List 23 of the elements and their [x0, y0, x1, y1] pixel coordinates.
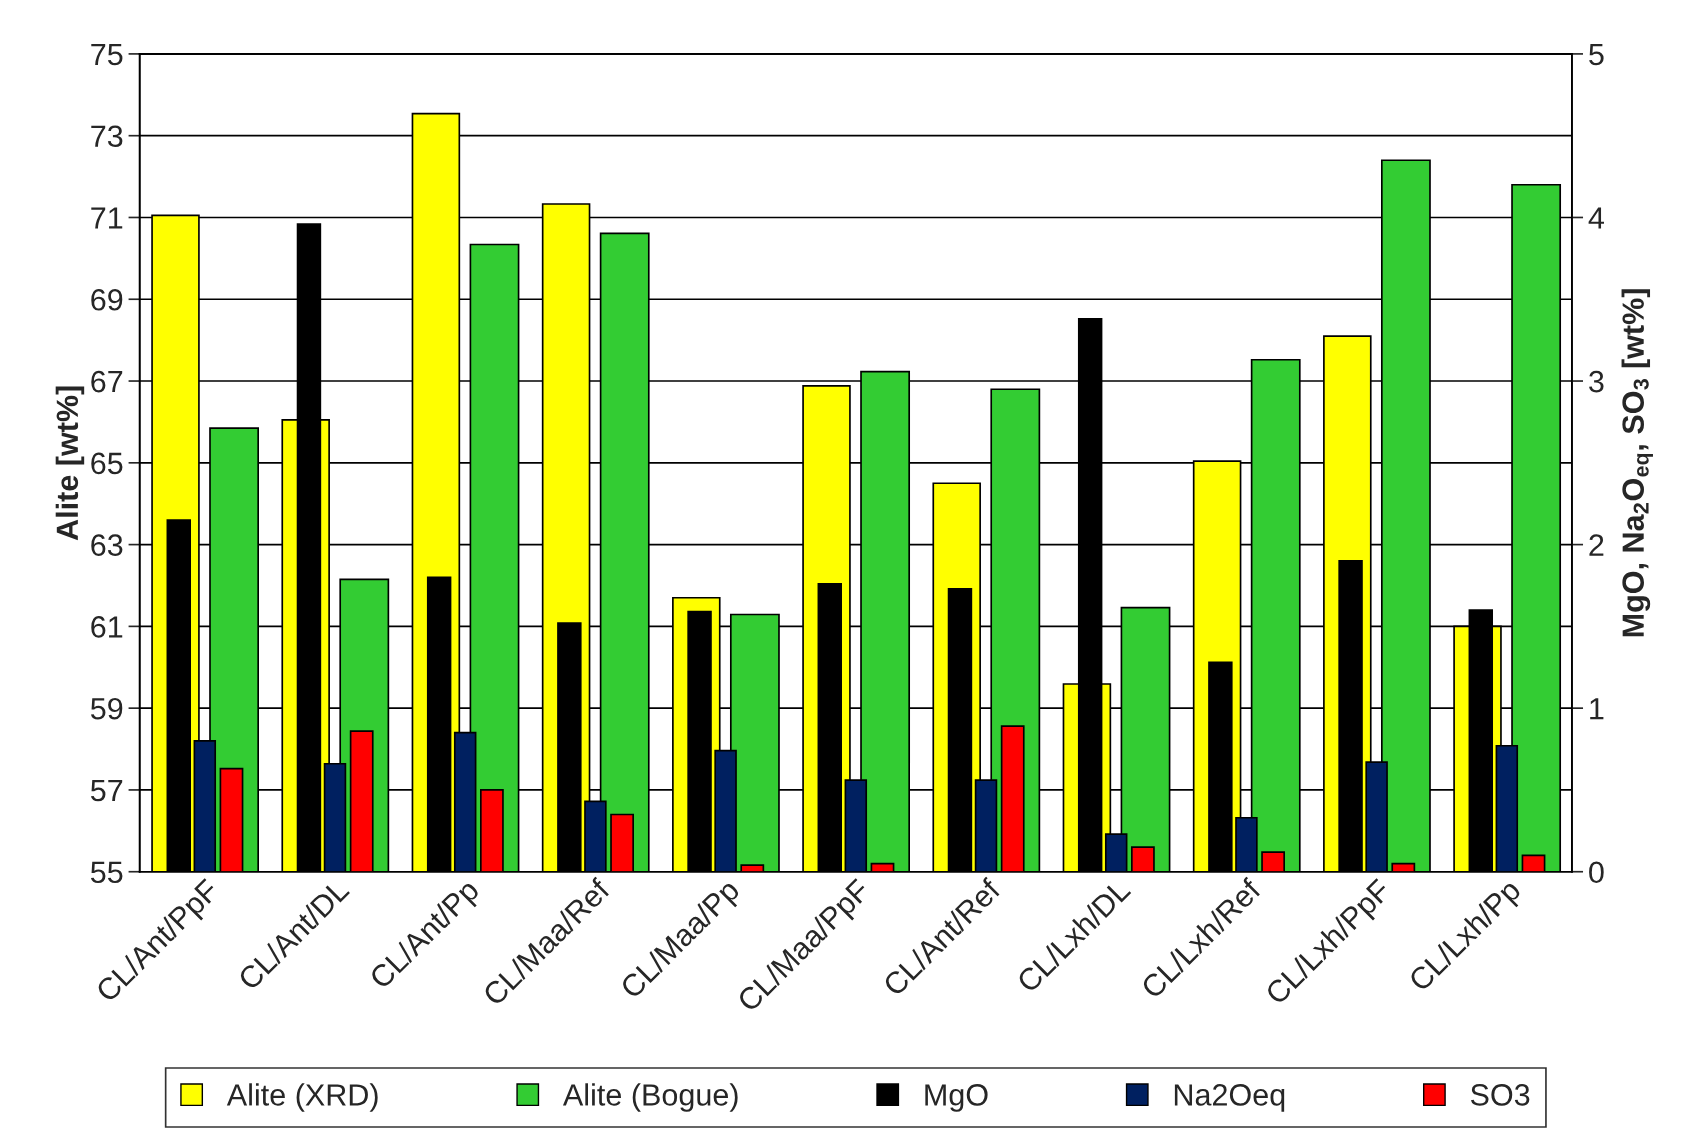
legend-label: MgO [925, 1084, 988, 1112]
y-tick-label: 63 [91, 534, 123, 556]
y-tick-label: 75 [91, 43, 123, 66]
y-tick-label: 73 [91, 125, 123, 148]
legend-label: SO3 [1470, 1084, 1530, 1106]
y-tick-label: 69 [91, 288, 123, 311]
y2-tick-label: 0 [1589, 861, 1604, 884]
y-tick-label: 65 [91, 452, 123, 475]
y-tick-label: 57 [90, 779, 123, 802]
y2-tick-label: 1 [1590, 698, 1604, 720]
y-tick-label: 71 [91, 207, 123, 229]
y-tick-label: 67 [91, 370, 123, 393]
legend-label: Alite (Bogue) [562, 1083, 738, 1112]
y-tick-label: 59 [90, 697, 123, 720]
legend-label: Na2Oeq [1174, 1084, 1285, 1112]
y2-axis-title: MgO, Na$_{2}$O$_{eq}$, SO$_{3}$ [wt%] [1621, 289, 1653, 637]
y2-tick-label: 4 [1588, 207, 1604, 229]
y2-tick-label: 5 [1589, 43, 1604, 66]
y-axis-title: Alite [wt%] [55, 386, 85, 541]
y2-tick-label: 2 [1589, 534, 1604, 556]
y2-tick-label: 3 [1589, 370, 1604, 393]
y-tick-label: 61 [91, 616, 123, 638]
legend-label: Alite (XRD) [226, 1083, 378, 1112]
